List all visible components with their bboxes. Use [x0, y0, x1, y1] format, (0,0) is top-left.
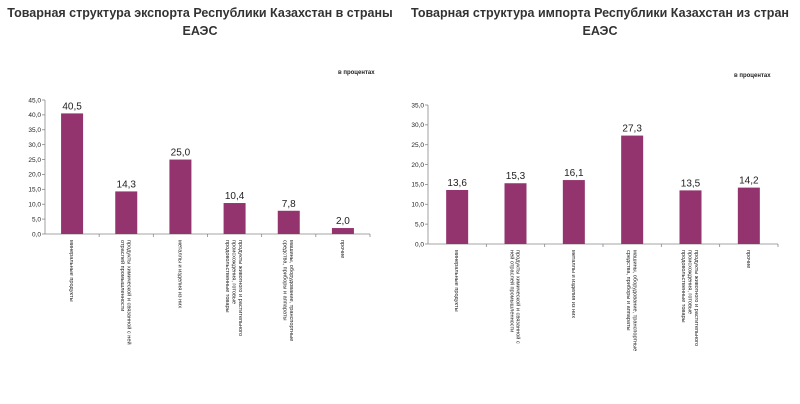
- export-category-label-line: машины, оборудование, транспортные: [288, 240, 294, 341]
- import-bar: [621, 135, 644, 244]
- export-value-label: 25,0: [171, 148, 191, 159]
- export-category-label-line: средства, приборы и аппараты: [282, 240, 288, 321]
- import-chart-title: Товарная структура импорта Республики Ка…: [400, 4, 800, 40]
- import-bar: [679, 190, 702, 244]
- import-category-label: продукты животного и растительногопроисх…: [680, 250, 699, 346]
- import-category-label-line: продукты химической и связанной с: [515, 250, 522, 344]
- export-y-tick-label: 40,0: [28, 112, 41, 119]
- import-y-tick-label: 30,0: [411, 122, 424, 129]
- import-value-label: 16,1: [564, 168, 584, 179]
- import-category-label-line: происхождения, готовые: [687, 250, 693, 314]
- export-units-label: в процентах: [338, 70, 375, 76]
- import-category-label: прочие: [745, 250, 751, 268]
- export-category-label: минеральные продукты: [68, 240, 74, 302]
- export-value-label: 7,8: [282, 199, 296, 210]
- export-category-label-line: отраслей промышленности: [119, 240, 126, 311]
- export-category-label-line: происхождения, готовые: [231, 240, 237, 304]
- import-value-label: 14,2: [739, 176, 759, 187]
- import-value-label: 13,6: [447, 178, 467, 189]
- export-y-tick-label: 25,0: [28, 157, 41, 164]
- export-bar: [61, 113, 84, 234]
- import-bar: [562, 180, 585, 244]
- import-y-tick-label: 15,0: [411, 182, 424, 189]
- export-category-label-line: прочие: [339, 240, 345, 258]
- import-bar-chart: 0,0 5,0 10,0 15,0 20,0 25,0 30,0 35,0 13,6 минера…: [411, 102, 779, 351]
- export-category-label: продукты животного и растительногопроисх…: [224, 240, 243, 336]
- export-category-label: металлы и изделия из них: [176, 240, 182, 308]
- import-y-tick-label: 20,0: [411, 162, 424, 169]
- import-category-label-line: продукты животного и растительного: [693, 250, 699, 346]
- export-category-label: прочие: [339, 240, 345, 258]
- export-y-tick-label: 15,0: [28, 187, 41, 194]
- export-category-label-line: продукты животного и растительного: [237, 240, 243, 336]
- import-category-label: минеральные продукты: [453, 250, 459, 312]
- export-category-label: машины, оборудование, транспортныесредст…: [282, 240, 294, 341]
- import-category-label-line: прочие: [745, 250, 751, 268]
- export-chart-title-line-2: ЕАЭС: [182, 24, 218, 38]
- export-bar: [115, 191, 138, 234]
- import-category-label: машины, оборудование, транспортныесредст…: [625, 250, 637, 351]
- import-bar: [737, 187, 760, 244]
- import-chart-title-line-2: ЕАЭС: [582, 24, 618, 38]
- export-y-tick-label: 35,0: [28, 127, 41, 134]
- import-category-label: металлы и изделия из них: [570, 250, 576, 318]
- export-value-label: 40,5: [62, 101, 82, 112]
- export-chart-title: Товарная структура экспорта Республики К…: [0, 4, 400, 40]
- export-bar: [331, 228, 354, 234]
- import-y-tick-label: 10,0: [411, 202, 424, 209]
- export-chart-title-line-1: Товарная структура экспорта Республики К…: [7, 6, 393, 20]
- import-chart-panel: Товарная структура импорта Республики Ка…: [400, 0, 800, 404]
- import-units-label: в процентах: [734, 73, 771, 79]
- export-y-tick-label: 10,0: [28, 202, 41, 209]
- import-value-label: 13,5: [681, 178, 701, 189]
- export-bar: [169, 159, 192, 234]
- import-category-label-line: средства, приборы и аппараты: [625, 250, 631, 331]
- import-y-tick-label: 0,0: [415, 241, 424, 248]
- export-category-label: продукты химической и связанной с нейотр…: [119, 240, 132, 345]
- export-chart-panel: Товарная структура экспорта Республики К…: [0, 4, 400, 345]
- import-y-tick-label: 25,0: [411, 142, 424, 149]
- import-y-tick-label: 35,0: [411, 102, 424, 109]
- import-y-tick-label: 5,0: [415, 221, 424, 228]
- export-y-tick-label: 30,0: [28, 142, 41, 149]
- import-category-label-line: металлы и изделия из них: [570, 250, 576, 318]
- export-y-tick-label: 0,0: [32, 231, 41, 238]
- export-y-tick-label: 5,0: [32, 216, 41, 223]
- export-category-label-line: продукты химической и связанной с ней: [125, 240, 132, 345]
- export-value-label: 14,3: [117, 179, 137, 190]
- export-bar: [277, 210, 300, 234]
- export-category-label-line: металлы и изделия из них: [176, 240, 182, 308]
- import-chart-title-line-1: Товарная структура импорта Республики Ка…: [411, 6, 789, 20]
- import-value-label: 27,3: [622, 124, 642, 135]
- export-value-label: 10,4: [225, 191, 245, 202]
- export-bar: [223, 203, 246, 234]
- export-y-tick-label: 20,0: [28, 172, 41, 179]
- export-category-label-line: минеральные продукты: [68, 240, 74, 302]
- export-category-label-line: продовольственные товары: [224, 240, 230, 313]
- import-bar: [446, 189, 469, 244]
- export-y-tick-label: 45,0: [28, 97, 41, 104]
- import-bar: [504, 183, 527, 244]
- import-category-label-line: минеральные продукты: [453, 250, 459, 312]
- import-category-label-line: ней отраслей промышленности: [508, 250, 515, 332]
- import-value-label: 15,3: [506, 171, 526, 182]
- export-value-label: 2,0: [336, 216, 350, 227]
- export-bar-chart: 0,0 5,0 10,0 15,0 20,0 25,0 30,0 35,0 40,0 45,0 40…: [28, 97, 371, 345]
- import-category-label-line: продовольственные товары: [680, 250, 686, 323]
- import-category-label-line: машины, оборудование, транспортные: [631, 250, 637, 351]
